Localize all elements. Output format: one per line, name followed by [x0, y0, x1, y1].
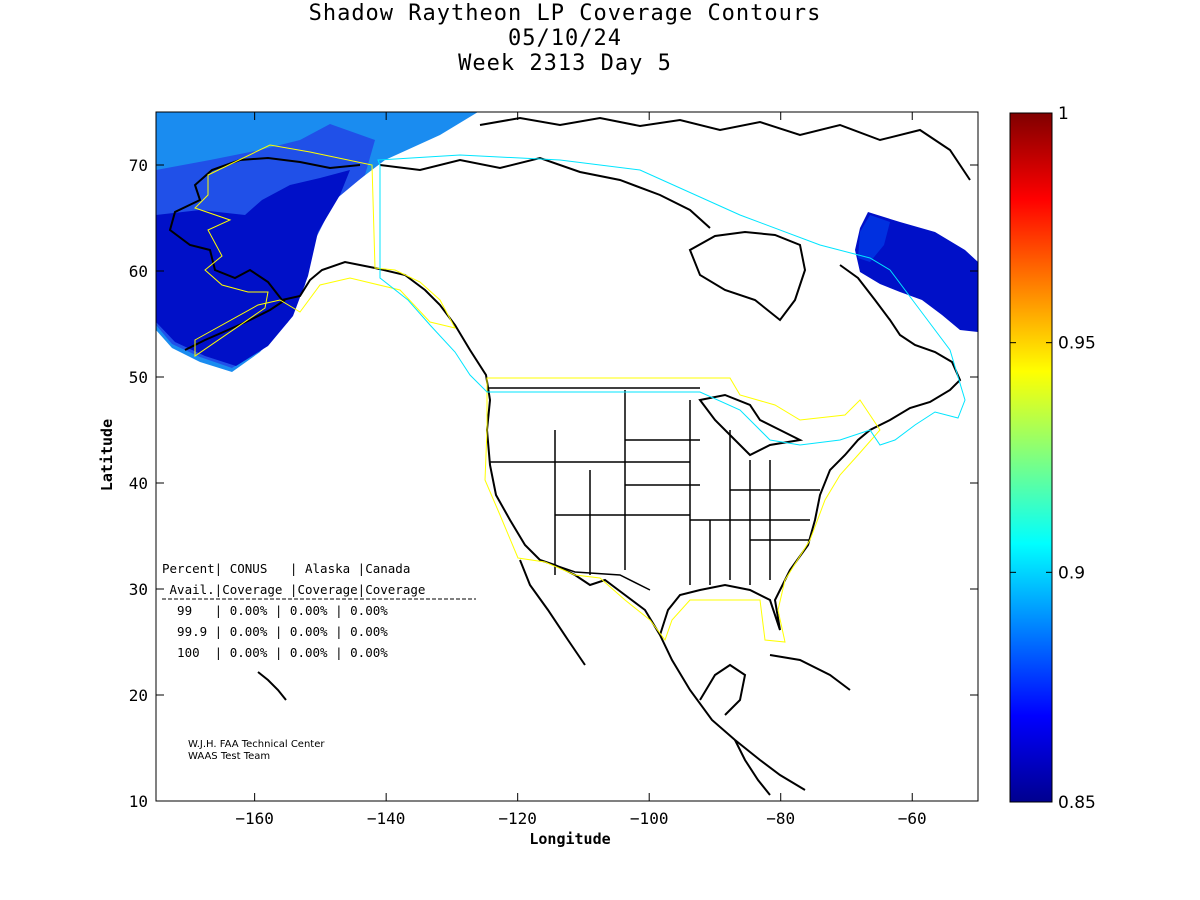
colorbar-ticks: 0.85 0.9 0.95 1 [1010, 104, 1096, 813]
y-tick-label: 60 [129, 262, 148, 281]
table-row: 99 | 0.00% | 0.00% | 0.00% [162, 603, 388, 618]
coastline-central-america [734, 739, 771, 796]
coastline-hudson-bay [688, 230, 807, 322]
border-us-mexico [539, 559, 651, 591]
coastline-great-lakes [698, 393, 804, 457]
coastline-cuba [769, 654, 851, 691]
x-axis-label: Longitude [529, 830, 610, 848]
coastline-baja [519, 559, 586, 666]
colorbar-tick-label: 1 [1058, 104, 1069, 124]
credit-line1: W.J.H. FAA Technical Center [188, 739, 325, 750]
coastline-arctic-mainland [379, 156, 711, 229]
coastline-gulf-atlantic [659, 264, 962, 636]
colorbar-tick-label: 0.95 [1058, 334, 1096, 354]
conus-boundary [484, 377, 881, 643]
y-tick-label: 20 [129, 686, 148, 705]
y-tick-label: 70 [129, 156, 148, 175]
coverage-region-northeast-light [858, 215, 890, 262]
y-tick-label: 30 [129, 580, 148, 599]
coverage-region-northwest-deep [156, 170, 350, 366]
state-borders [487, 387, 820, 591]
y-tick-label: 10 [129, 792, 148, 811]
service-boundaries [194, 144, 966, 643]
x-tick-label: −80 [766, 809, 795, 828]
coastline-arctic-islands [479, 116, 971, 181]
state-grid-east [729, 430, 820, 585]
canada-boundary [377, 154, 966, 446]
coverage-region-northeast-deep [855, 212, 978, 332]
alaska-boundary [194, 144, 456, 357]
table-row: 99.9 | 0.00% | 0.00% | 0.00% [162, 624, 388, 639]
coastlines [168, 116, 971, 796]
plot-frame [155, 111, 979, 802]
x-tick-label: −60 [898, 809, 927, 828]
coverage-table: Percent| CONUS | Alaska |Canada Avail.|C… [162, 561, 476, 660]
credit-line2: WAAS Test Team [188, 751, 270, 762]
state-grid-central [625, 400, 810, 585]
map-title: Shadow Raytheon LP Coverage Contours [308, 1, 822, 26]
x-tick-label: −160 [235, 809, 274, 828]
colorbar-tick-label: 0.9 [1058, 563, 1085, 583]
y-axis: 10 20 30 40 50 60 70 [129, 156, 978, 811]
x-tick-label: −120 [498, 809, 537, 828]
x-tick-label: −140 [367, 809, 406, 828]
x-axis: −160 −140 −120 −100 −80 −60 [235, 112, 927, 828]
x-tick-label: −100 [630, 809, 669, 828]
map-date: 05/10/24 [508, 26, 622, 51]
y-axis-label: Latitude [98, 419, 116, 491]
y-tick-label: 40 [129, 474, 148, 493]
colorbar [1009, 112, 1053, 803]
map-week-day: Week 2313 Day 5 [458, 51, 672, 76]
table-header-row2: Avail.|Coverage |Coverage|Coverage [162, 582, 425, 597]
coastline-hawaii [257, 671, 287, 701]
colorbar-tick-label: 0.85 [1058, 793, 1096, 813]
coastline-yucatan [699, 663, 747, 716]
table-header-row1: Percent| CONUS | Alaska |Canada [162, 561, 410, 576]
table-row: 100 | 0.00% | 0.00% | 0.00% [162, 645, 388, 660]
y-tick-label: 50 [129, 368, 148, 387]
coastline-alaska [168, 156, 376, 302]
state-grid-west [490, 390, 690, 575]
coastline-aleutians [184, 299, 286, 351]
